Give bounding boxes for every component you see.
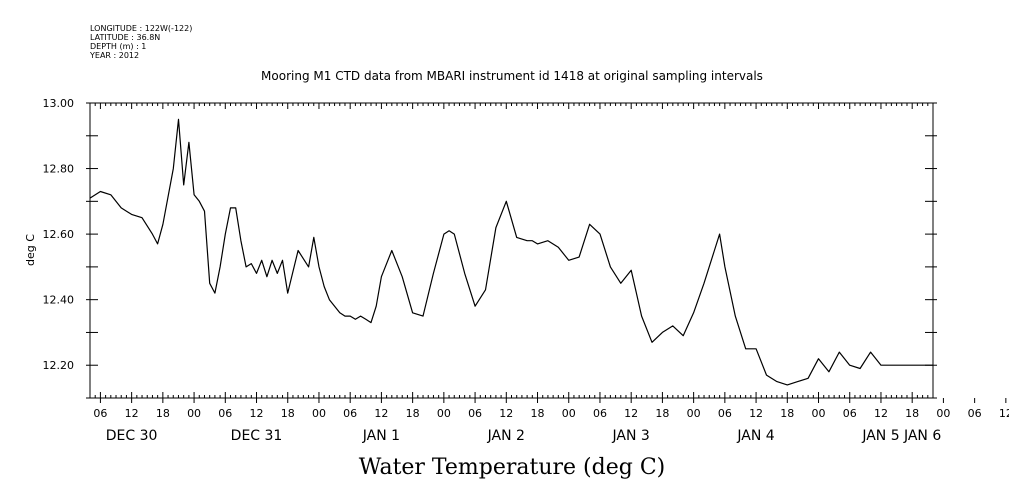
date-label: JAN 3 bbox=[612, 428, 650, 444]
minor-ticks bbox=[89, 103, 934, 398]
x-tick-label: 12 bbox=[250, 407, 264, 420]
x-tick-label: 06 bbox=[343, 407, 357, 420]
x-tick-label: 18 bbox=[531, 407, 545, 420]
x-tick-label: 12 bbox=[374, 407, 388, 420]
series-group bbox=[89, 118, 933, 386]
x-tick-label: 00 bbox=[936, 407, 950, 420]
x-tick-label: 06 bbox=[718, 407, 732, 420]
x-tick-label: 12 bbox=[624, 407, 638, 420]
x-tick-label: 12 bbox=[999, 407, 1009, 420]
x-tick-label: 18 bbox=[281, 407, 295, 420]
date-label: JAN 1 bbox=[362, 428, 400, 444]
longitude-label: LONGITUDE : 122W(-122) bbox=[90, 24, 192, 33]
y-axis: 13.00 12.80 12.60 12.40 12.20 bbox=[43, 97, 937, 399]
x-axis: 06 12 18 00 06 12 18 00 06 12 18 00 06 12 18 00 06 12 18 00… bbox=[93, 398, 1009, 420]
x-tick-label: 06 bbox=[593, 407, 607, 420]
y-axis-label: deg C bbox=[24, 234, 37, 266]
x-tick-label: 00 bbox=[187, 407, 201, 420]
x-tick-label: 18 bbox=[156, 407, 170, 420]
y-tick-label: 13.00 bbox=[43, 97, 75, 110]
x-tick-label: 18 bbox=[406, 407, 420, 420]
date-label: JAN 2 bbox=[487, 428, 525, 444]
x-tick-label: 18 bbox=[905, 407, 919, 420]
x-axis-title: Water Temperature (deg C) bbox=[359, 455, 666, 480]
y-tick-label: 12.20 bbox=[43, 359, 75, 372]
x-tick-label: 06 bbox=[93, 407, 107, 420]
latitude-label: LATITUDE : 36.8N bbox=[90, 33, 160, 42]
date-label: JAN 6 bbox=[903, 428, 941, 444]
x-tick-label: 00 bbox=[812, 407, 826, 420]
date-label: DEC 30 bbox=[106, 428, 158, 444]
x-tick-label: 12 bbox=[499, 407, 513, 420]
y-tick-label: 12.40 bbox=[43, 294, 75, 307]
chart-title: Mooring M1 CTD data from MBARI instrumen… bbox=[261, 69, 763, 83]
x-tick-label: 06 bbox=[218, 407, 232, 420]
x-tick-label: 12 bbox=[749, 407, 763, 420]
x-tick-label: 00 bbox=[562, 407, 576, 420]
x-tick-label: 00 bbox=[312, 407, 326, 420]
x-tick-label: 18 bbox=[780, 407, 794, 420]
y-tick-label: 12.80 bbox=[43, 163, 75, 176]
x-tick-label: 00 bbox=[437, 407, 451, 420]
date-label: DEC 31 bbox=[231, 428, 283, 444]
year-label: YEAR : 2012 bbox=[89, 51, 139, 60]
x-tick-label: 06 bbox=[843, 407, 857, 420]
x-tick-label: 12 bbox=[125, 407, 139, 420]
series-line bbox=[89, 118, 933, 386]
date-labels: DEC 30 DEC 31 JAN 1 JAN 2 JAN 3 JAN 4 JAN 5 JAN… bbox=[106, 428, 942, 444]
y-tick-label: 12.60 bbox=[43, 228, 75, 241]
x-tick-label: 00 bbox=[687, 407, 701, 420]
x-tick-label: 06 bbox=[468, 407, 482, 420]
x-tick-label: 18 bbox=[655, 407, 669, 420]
date-label: JAN 5 bbox=[861, 428, 899, 444]
x-tick-label: 06 bbox=[968, 407, 982, 420]
plot-frame bbox=[89, 102, 934, 399]
depth-label: DEPTH (m) : 1 bbox=[90, 42, 146, 51]
x-tick-label: 12 bbox=[874, 407, 888, 420]
date-label: JAN 4 bbox=[736, 428, 774, 444]
